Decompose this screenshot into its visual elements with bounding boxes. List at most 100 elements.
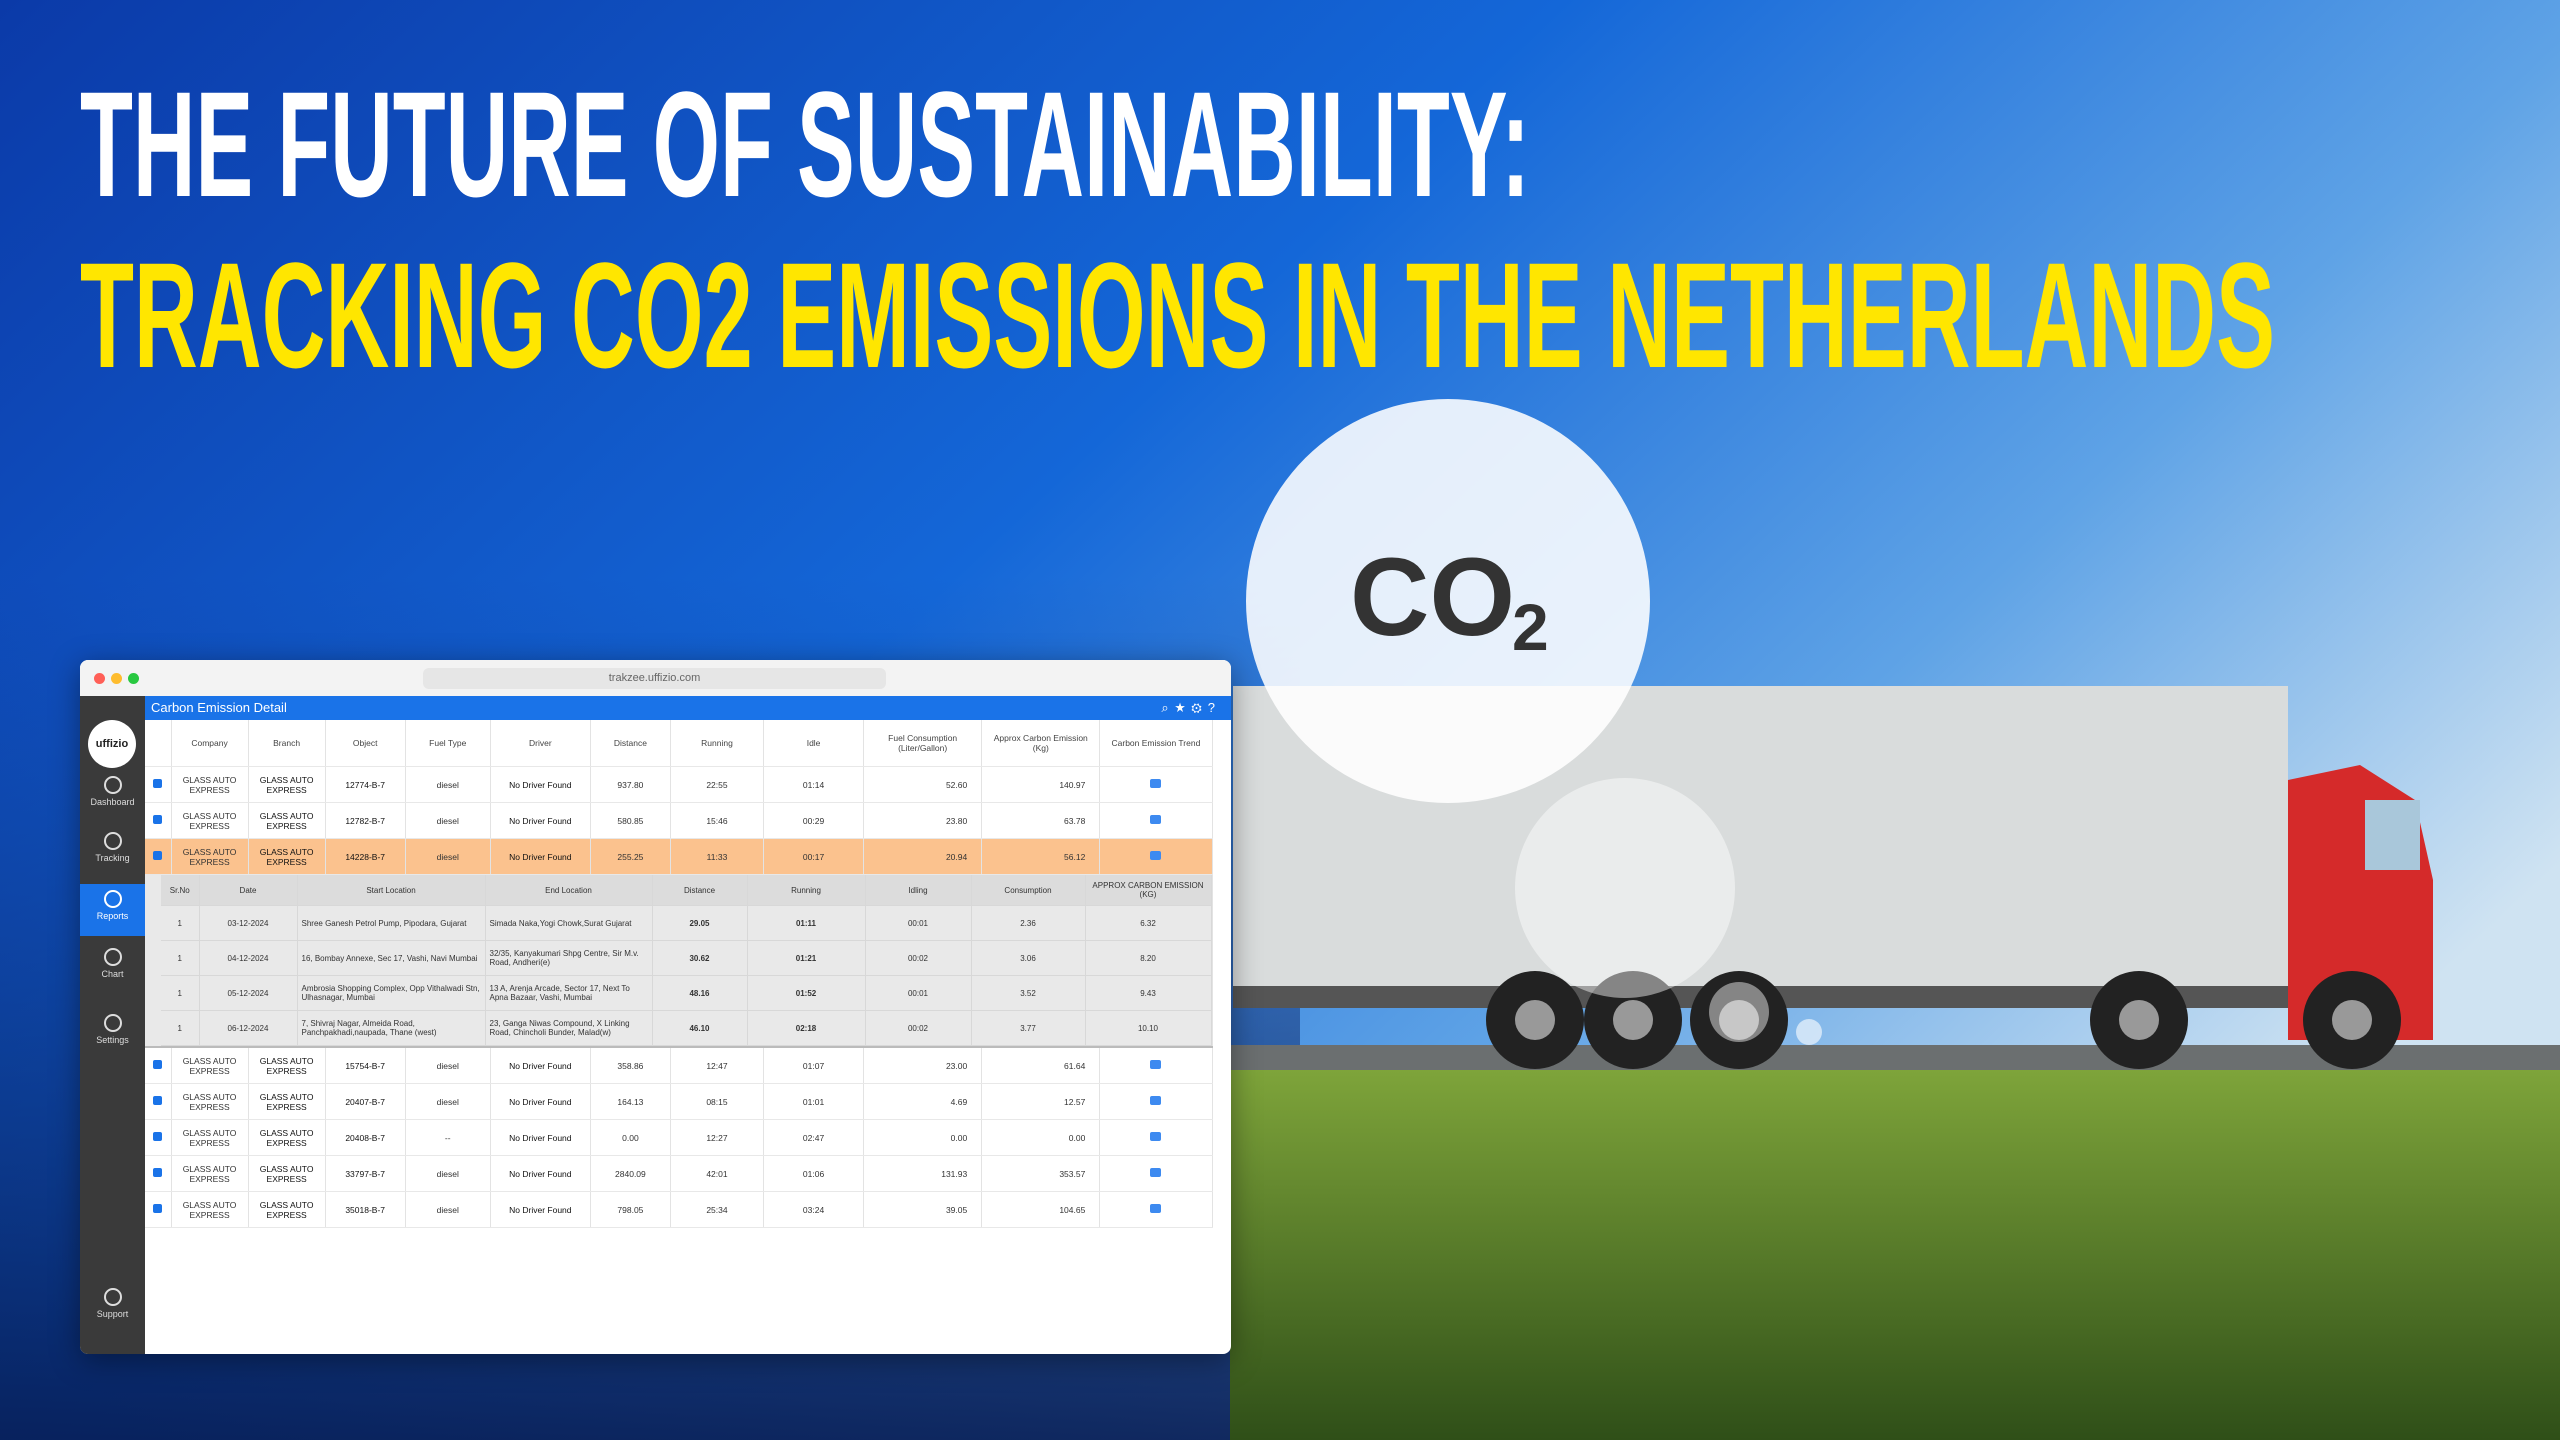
sidebar-item[interactable]: Tracking	[80, 832, 145, 863]
sidebar-icon	[103, 1014, 122, 1032]
detail-table: Sr.No Date Start Location End Location Dista…	[161, 875, 1211, 1046]
trend-icon[interactable]	[1150, 815, 1162, 824]
sidebar-item[interactable]: Support	[80, 1288, 145, 1319]
data-row: GLASS AUTO EXPRESS GLASS AUTO EXPRESS 1575…	[145, 1047, 1213, 1084]
cell: 131.93	[863, 1155, 983, 1192]
detail-cell: 1	[161, 905, 200, 941]
logo[interactable]: uffizio	[88, 720, 136, 768]
cell: 2840.09	[590, 1155, 671, 1192]
row-expand-toggle[interactable]	[153, 1168, 163, 1177]
close-button[interactable]	[94, 673, 105, 684]
detail-cell: 06-12-2024	[199, 1010, 298, 1046]
cell: 22:55	[670, 766, 765, 803]
detail-cell: 04-12-2024	[199, 940, 298, 976]
sidebar-item[interactable]: Settings	[80, 1014, 145, 1045]
sidebar-item[interactable]: Dashboard	[80, 776, 145, 807]
trend-icon[interactable]	[1150, 779, 1162, 788]
detail-column-header: End Location	[485, 875, 653, 906]
column-header: Carbon Emission Trend	[1099, 720, 1213, 767]
trend-cell	[1099, 1155, 1213, 1192]
detail-cell: 05-12-2024	[199, 975, 298, 1011]
header-icons[interactable]: ⌕★⚙?	[1161, 700, 1221, 715]
detail-data-row: 1 04-12-2024 16, Bombay Annexe, Sec 17, Va…	[161, 940, 1211, 976]
cell: No Driver Found	[490, 1083, 591, 1120]
row-expand-toggle[interactable]	[153, 851, 163, 860]
cell: diesel	[405, 766, 491, 803]
detail-cell: 1	[161, 975, 200, 1011]
detail-data-row: 1 03-12-2024 Shree Ganesh Petrol Pump, Pip…	[161, 905, 1211, 941]
detail-cell: 32/35, Kanyakumari Shpg Centre, Sir M.v.…	[485, 940, 653, 976]
detail-header-row: Sr.No Date Start Location End Location Dista…	[161, 875, 1211, 906]
cell: 20408-B-7	[325, 1119, 406, 1156]
cell: 33797-B-7	[325, 1155, 406, 1192]
cell: diesel	[405, 1155, 491, 1192]
cell: GLASS AUTO EXPRESS	[171, 1191, 249, 1228]
detail-cell: 7, Shivraj Nagar, Almeida Road, Panchpak…	[297, 1010, 486, 1046]
detail-cell: 00:01	[865, 905, 972, 941]
detail-column-header: Start Location	[297, 875, 486, 906]
column-header: Driver	[490, 720, 591, 767]
row-expand-toggle[interactable]	[153, 815, 163, 824]
trend-icon[interactable]	[1150, 1096, 1162, 1105]
row-expand-toggle[interactable]	[153, 1096, 163, 1105]
row-expand-toggle[interactable]	[153, 1204, 163, 1213]
cell: 52.60	[863, 766, 983, 803]
zoom-button[interactable]	[128, 673, 139, 684]
detail-cell: 02:18	[747, 1010, 866, 1046]
cell: GLASS AUTO EXPRESS	[248, 1083, 326, 1120]
data-row: GLASS AUTO EXPRESS GLASS AUTO EXPRESS 1422…	[145, 838, 1213, 875]
co2-bubble	[1246, 399, 1650, 803]
row-expand-toggle[interactable]	[153, 1060, 163, 1069]
cell: 01:06	[763, 1155, 865, 1192]
row-expand-toggle[interactable]	[153, 1132, 163, 1141]
trend-icon[interactable]	[1150, 1132, 1162, 1141]
sidebar-item[interactable]: Chart	[80, 948, 145, 979]
cell: 56.12	[981, 838, 1101, 875]
sidebar-item[interactable]: Reports	[80, 884, 145, 936]
column-header: Object	[325, 720, 406, 767]
trend-icon[interactable]	[1150, 1204, 1162, 1213]
row-expand-toggle[interactable]	[153, 779, 163, 788]
report-title: Carbon Emission Detail	[151, 700, 287, 715]
cell: 01:01	[763, 1083, 865, 1120]
detail-cell: 48.16	[652, 975, 748, 1011]
cell: 00:29	[763, 802, 865, 839]
address-bar[interactable]: trakzee.uffizio.com	[423, 668, 886, 689]
detail-row: Sr.No Date Start Location End Location Dista…	[145, 874, 1213, 1048]
headline-highlight: TRACKING CO2 EMISSIONS IN THE NETHERLAND…	[80, 231, 2275, 399]
detail-cell: 00:02	[865, 940, 972, 976]
select-cell	[145, 838, 172, 875]
report-header: Carbon Emission Detail ⌕★⚙?	[145, 696, 1231, 720]
minimize-button[interactable]	[111, 673, 122, 684]
cell: 14228-B-7	[325, 838, 406, 875]
cell: 12:27	[670, 1119, 765, 1156]
detail-column-header: Distance	[652, 875, 748, 906]
cell: No Driver Found	[490, 838, 591, 875]
sidebar-label: Support	[96, 1309, 129, 1319]
headline: THE FUTURE OF SUSTAINABILITY:	[80, 60, 1530, 228]
data-row: GLASS AUTO EXPRESS GLASS AUTO EXPRESS 2040…	[145, 1119, 1213, 1156]
trend-icon[interactable]	[1150, 1168, 1162, 1177]
cell: GLASS AUTO EXPRESS	[171, 838, 249, 875]
cell: 0.00	[590, 1119, 671, 1156]
sidebar-label: Dashboard	[90, 797, 135, 807]
cell: 01:07	[763, 1047, 865, 1084]
cell: 39.05	[863, 1191, 983, 1228]
cell: 15754-B-7	[325, 1047, 406, 1084]
column-header: Fuel Type	[405, 720, 491, 767]
trend-icon[interactable]	[1150, 1060, 1162, 1069]
data-row: GLASS AUTO EXPRESS GLASS AUTO EXPRESS 2040…	[145, 1083, 1213, 1120]
detail-cell: 13 A, Arenja Arcade, Sector 17, Next To …	[485, 975, 653, 1011]
sidebar-label: Tracking	[95, 853, 130, 863]
trend-icon[interactable]	[1150, 851, 1162, 860]
cell: 580.85	[590, 802, 671, 839]
data-row: GLASS AUTO EXPRESS GLASS AUTO EXPRESS 1277…	[145, 766, 1213, 803]
detail-cell: 6.32	[1085, 905, 1211, 941]
detail-column-header: Consumption	[971, 875, 1086, 906]
truck	[1233, 686, 2433, 1069]
detail-cell: 8.20	[1085, 940, 1211, 976]
cell: diesel	[405, 838, 491, 875]
cell: 140.97	[981, 766, 1101, 803]
cell: GLASS AUTO EXPRESS	[171, 1155, 249, 1192]
